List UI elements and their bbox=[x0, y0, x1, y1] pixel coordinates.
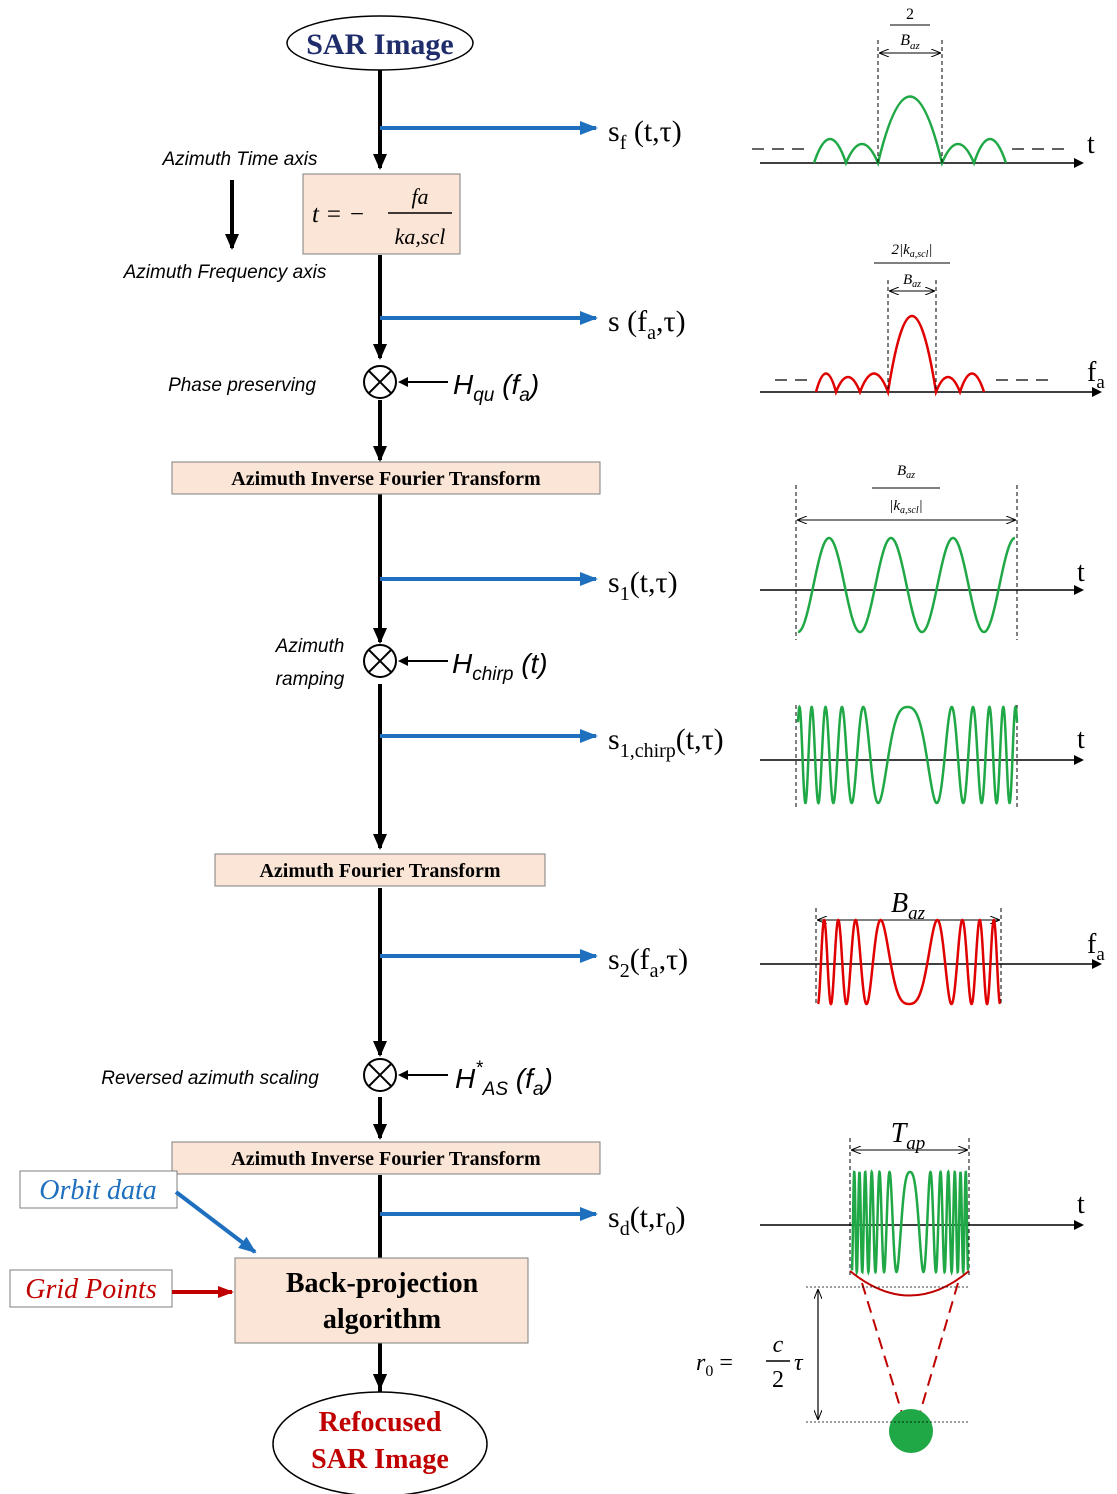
aift-label-2: Azimuth Inverse Fourier Transform bbox=[231, 1148, 541, 1170]
azimuth-ramping-label-2: ramping bbox=[276, 669, 345, 690]
sinc-green bbox=[812, 95, 1008, 167]
sinc-red bbox=[814, 315, 986, 397]
axis-fa-1: fa bbox=[1087, 357, 1105, 393]
range-eq-den: 2 bbox=[772, 1367, 784, 1393]
range-curve bbox=[849, 1270, 970, 1297]
plot-sinc-freq: 2|ka,scl| Baz fa bbox=[760, 242, 1105, 397]
end-label-1: Refocused bbox=[319, 1407, 442, 1438]
signal-sf: sf (t,τ) bbox=[608, 115, 682, 154]
backprojection-label-1: Back-projection bbox=[286, 1268, 479, 1299]
start-node: SAR Image bbox=[286, 15, 474, 71]
plot-chirp-freq: Baz fa bbox=[760, 888, 1105, 1006]
filter-h-qu: Hqu (fa) bbox=[453, 369, 539, 406]
signal-taps bbox=[380, 121, 598, 1221]
axis-fa-2: fa bbox=[1087, 929, 1105, 965]
axis-mapping-box: t = − fa ka,scl bbox=[302, 173, 461, 255]
grid-points-label: Grid Points bbox=[25, 1274, 157, 1305]
ray-right bbox=[914, 1282, 959, 1425]
axis-t-4: t bbox=[1077, 1189, 1085, 1220]
backprojection-box: Back-projection algorithm bbox=[234, 1257, 529, 1344]
axis-t-3: t bbox=[1077, 724, 1085, 755]
end-node: Refocused SAR Image bbox=[272, 1391, 488, 1494]
width-2-den: Baz bbox=[903, 272, 921, 290]
aift-box-1: Azimuth Inverse Fourier Transform bbox=[171, 461, 601, 495]
ray-left bbox=[861, 1282, 908, 1425]
width-4: Baz bbox=[891, 888, 926, 924]
mapping-numerator: fa bbox=[411, 184, 428, 209]
aift-box-2: Azimuth Inverse Fourier Transform bbox=[171, 1141, 601, 1175]
signal-s1: s1(t,τ) bbox=[608, 566, 678, 605]
signal-sd: sd(t,r0) bbox=[608, 1201, 686, 1240]
aift-label-1: Azimuth Inverse Fourier Transform bbox=[231, 468, 541, 490]
plot-range-compressed: Tap t r0 = c 2 τ bbox=[696, 1118, 1085, 1453]
multiplier-as bbox=[363, 1058, 397, 1092]
range-eq-num: c bbox=[773, 1332, 784, 1358]
signal-s1-chirp: s1,chirp(t,τ) bbox=[608, 723, 724, 762]
filter-h-chirp: Hchirp (t) bbox=[452, 648, 548, 685]
range-eq-rhs: τ bbox=[794, 1350, 804, 1376]
end-label-2: SAR Image bbox=[311, 1444, 449, 1475]
chirp-green bbox=[796, 704, 1019, 805]
orbit-data-input: Orbit data bbox=[19, 1170, 178, 1209]
width-5: Tap bbox=[891, 1118, 926, 1154]
freq-axis-label: Azimuth Frequency axis bbox=[123, 262, 327, 283]
aft-label: Azimuth Fourier Transform bbox=[259, 860, 500, 882]
width-3-num: Baz bbox=[897, 463, 915, 481]
time-axis-label: Azimuth Time axis bbox=[161, 149, 318, 170]
width-1-den: Baz bbox=[900, 32, 920, 52]
grid-points-input: Grid Points bbox=[9, 1269, 173, 1308]
width-2-num: 2|ka,scl| bbox=[891, 242, 932, 260]
chirp-red bbox=[816, 918, 1002, 1006]
signal-s2: s2(fa,τ) bbox=[608, 943, 688, 982]
plot-sinusoid: Baz |ka,scl| t bbox=[760, 463, 1085, 640]
mapping-lhs: t = − bbox=[312, 201, 365, 228]
axis-t-1: t bbox=[1087, 129, 1095, 160]
range-eq-lhs: r0 = bbox=[696, 1350, 733, 1380]
aft-box: Azimuth Fourier Transform bbox=[214, 853, 546, 887]
chirp-sd-green bbox=[850, 1169, 970, 1277]
filter-h-as: H*AS (fa) bbox=[455, 1058, 553, 1100]
width-3-den: |ka,scl| bbox=[889, 498, 923, 516]
mapping-denominator: ka,scl bbox=[395, 224, 446, 249]
signal-s: s (fa,τ) bbox=[608, 305, 686, 344]
sinusoid-green bbox=[797, 536, 1016, 634]
azimuth-ramping-label-1: Azimuth bbox=[275, 636, 345, 657]
axis-t-2: t bbox=[1077, 557, 1085, 588]
phase-preserving-label: Phase preserving bbox=[168, 375, 316, 396]
plot-sinc-time: 2 Baz t bbox=[752, 6, 1095, 168]
reversed-scaling-label: Reversed azimuth scaling bbox=[101, 1068, 319, 1089]
orbit-data-label: Orbit data bbox=[39, 1175, 156, 1206]
start-label: SAR Image bbox=[306, 28, 454, 61]
multiplier-chirp bbox=[363, 644, 397, 678]
backprojection-label-2: algorithm bbox=[323, 1304, 441, 1335]
target-point bbox=[889, 1409, 933, 1453]
orbit-data-arrow bbox=[174, 1190, 257, 1254]
multiplier-qu bbox=[363, 365, 397, 399]
plot-chirp-time: t bbox=[760, 704, 1085, 810]
width-1-num: 2 bbox=[906, 6, 914, 23]
